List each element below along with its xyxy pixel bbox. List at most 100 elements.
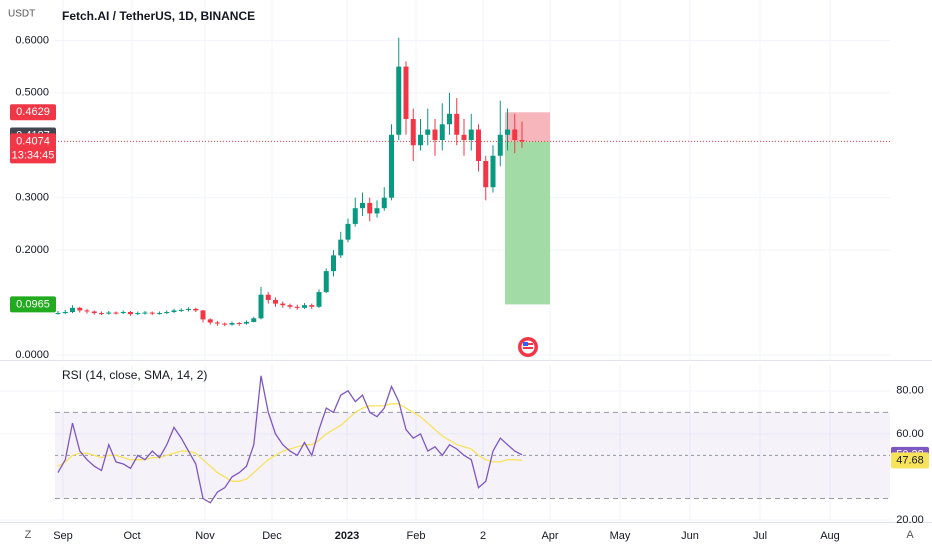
candle-body [113, 312, 119, 314]
candle-body [149, 312, 155, 314]
candle-body [476, 129, 481, 161]
candle-body [519, 140, 525, 142]
candle-body [273, 299, 278, 304]
rsi-tick-label: 60.00 [896, 428, 924, 440]
candle-body [244, 321, 249, 324]
candle-body [178, 309, 184, 311]
x-tick-label: May [610, 530, 631, 542]
candle-body [99, 313, 104, 315]
rsi-tick-label: 20.00 [896, 514, 924, 526]
candle-body [142, 312, 148, 314]
candle-body [128, 312, 133, 315]
candle-body [135, 313, 141, 315]
candle-body [215, 322, 220, 324]
candle-body [381, 197, 387, 209]
x-tick-label: Jun [681, 530, 699, 542]
rsi-value-bg [891, 452, 929, 469]
countdown: 13:34:45 [12, 149, 55, 161]
candle-body [309, 305, 315, 307]
x-tick-label: Jul [753, 530, 767, 542]
candle-body [323, 271, 329, 293]
candle-body [251, 318, 257, 322]
candle-body [345, 223, 351, 240]
candle-body [374, 208, 380, 214]
candle-body [200, 310, 206, 320]
candle-body [222, 323, 228, 325]
x-tick-label: Apr [541, 530, 558, 542]
chart-title: Fetch.AI / TetherUS, 1D, BINANCE [62, 9, 255, 23]
candle-body [360, 202, 365, 209]
flag-icon[interactable] [518, 337, 538, 357]
candle-body [84, 310, 90, 312]
entry-label-bg [10, 133, 56, 164]
x-tick-label: Oct [123, 530, 140, 542]
candle-body [302, 305, 307, 308]
candle-body [352, 208, 358, 224]
target-label: 0.0965 [16, 298, 50, 310]
candle-body [258, 294, 264, 319]
x-tick-label: Aug [820, 530, 840, 542]
candle-body [236, 323, 242, 325]
candle-body [490, 155, 496, 188]
candle-body [62, 312, 68, 314]
x-tick-label: Sep [53, 530, 73, 542]
stop-label: 0.4629 [16, 106, 50, 118]
candle-body [207, 319, 213, 323]
candle-body [447, 113, 452, 125]
y-tick-label: 0.6000 [15, 34, 49, 46]
stop-zone [505, 112, 550, 142]
candle-body [331, 255, 336, 272]
candle-body [77, 307, 83, 311]
candle-body [425, 129, 431, 135]
entry-label: 0.4074 [16, 135, 50, 147]
candle-body [468, 129, 474, 141]
candle-body [70, 307, 75, 313]
candle-body [483, 160, 489, 188]
candle-body [439, 124, 445, 141]
candle-body [497, 134, 503, 156]
candle-body [106, 312, 112, 314]
candle-body [316, 292, 322, 307]
x-tick-label: Nov [195, 530, 215, 542]
candle-body [410, 119, 416, 146]
candle-body [287, 305, 293, 307]
x-tick-label: Dec [262, 530, 282, 542]
y-tick-label: 0.5000 [15, 87, 49, 99]
candle-body [389, 134, 394, 198]
corner-right[interactable]: A [906, 529, 914, 541]
stop-label-bg [10, 104, 56, 121]
candle-body [454, 113, 460, 135]
candle-body [157, 313, 162, 315]
candle-body [193, 308, 199, 311]
candle-body [55, 313, 61, 315]
candle-body [338, 239, 344, 256]
candle-body [164, 312, 170, 314]
candle-body [229, 323, 235, 325]
x-tick-label: 2 [480, 530, 486, 542]
candle-body [294, 306, 300, 308]
rsi-tick-label: 80.00 [896, 385, 924, 397]
candle-body [265, 294, 271, 300]
candle-body [186, 308, 191, 310]
rsi-title: RSI (14, close, SMA, 14, 2) [62, 368, 207, 382]
candle-body [91, 311, 97, 314]
candle-body [396, 66, 402, 135]
candle-body [418, 134, 423, 146]
candle-body [280, 303, 286, 306]
candle-body [461, 134, 467, 141]
candle-body [171, 310, 177, 313]
corner-left[interactable]: Z [25, 529, 32, 541]
x-tick-label: Feb [407, 530, 426, 542]
rsi-line [57, 375, 523, 504]
target-label-bg [10, 296, 56, 313]
candle-body [120, 312, 126, 314]
y-tick-label: 0.2000 [15, 244, 49, 256]
currency: USDT [8, 9, 35, 20]
y-tick-label: 0.0000 [15, 349, 49, 361]
candle-body [367, 202, 373, 214]
candle-body [432, 129, 438, 141]
x-tick-label: 2023 [335, 530, 359, 542]
y-tick-label: 0.3000 [15, 192, 49, 204]
